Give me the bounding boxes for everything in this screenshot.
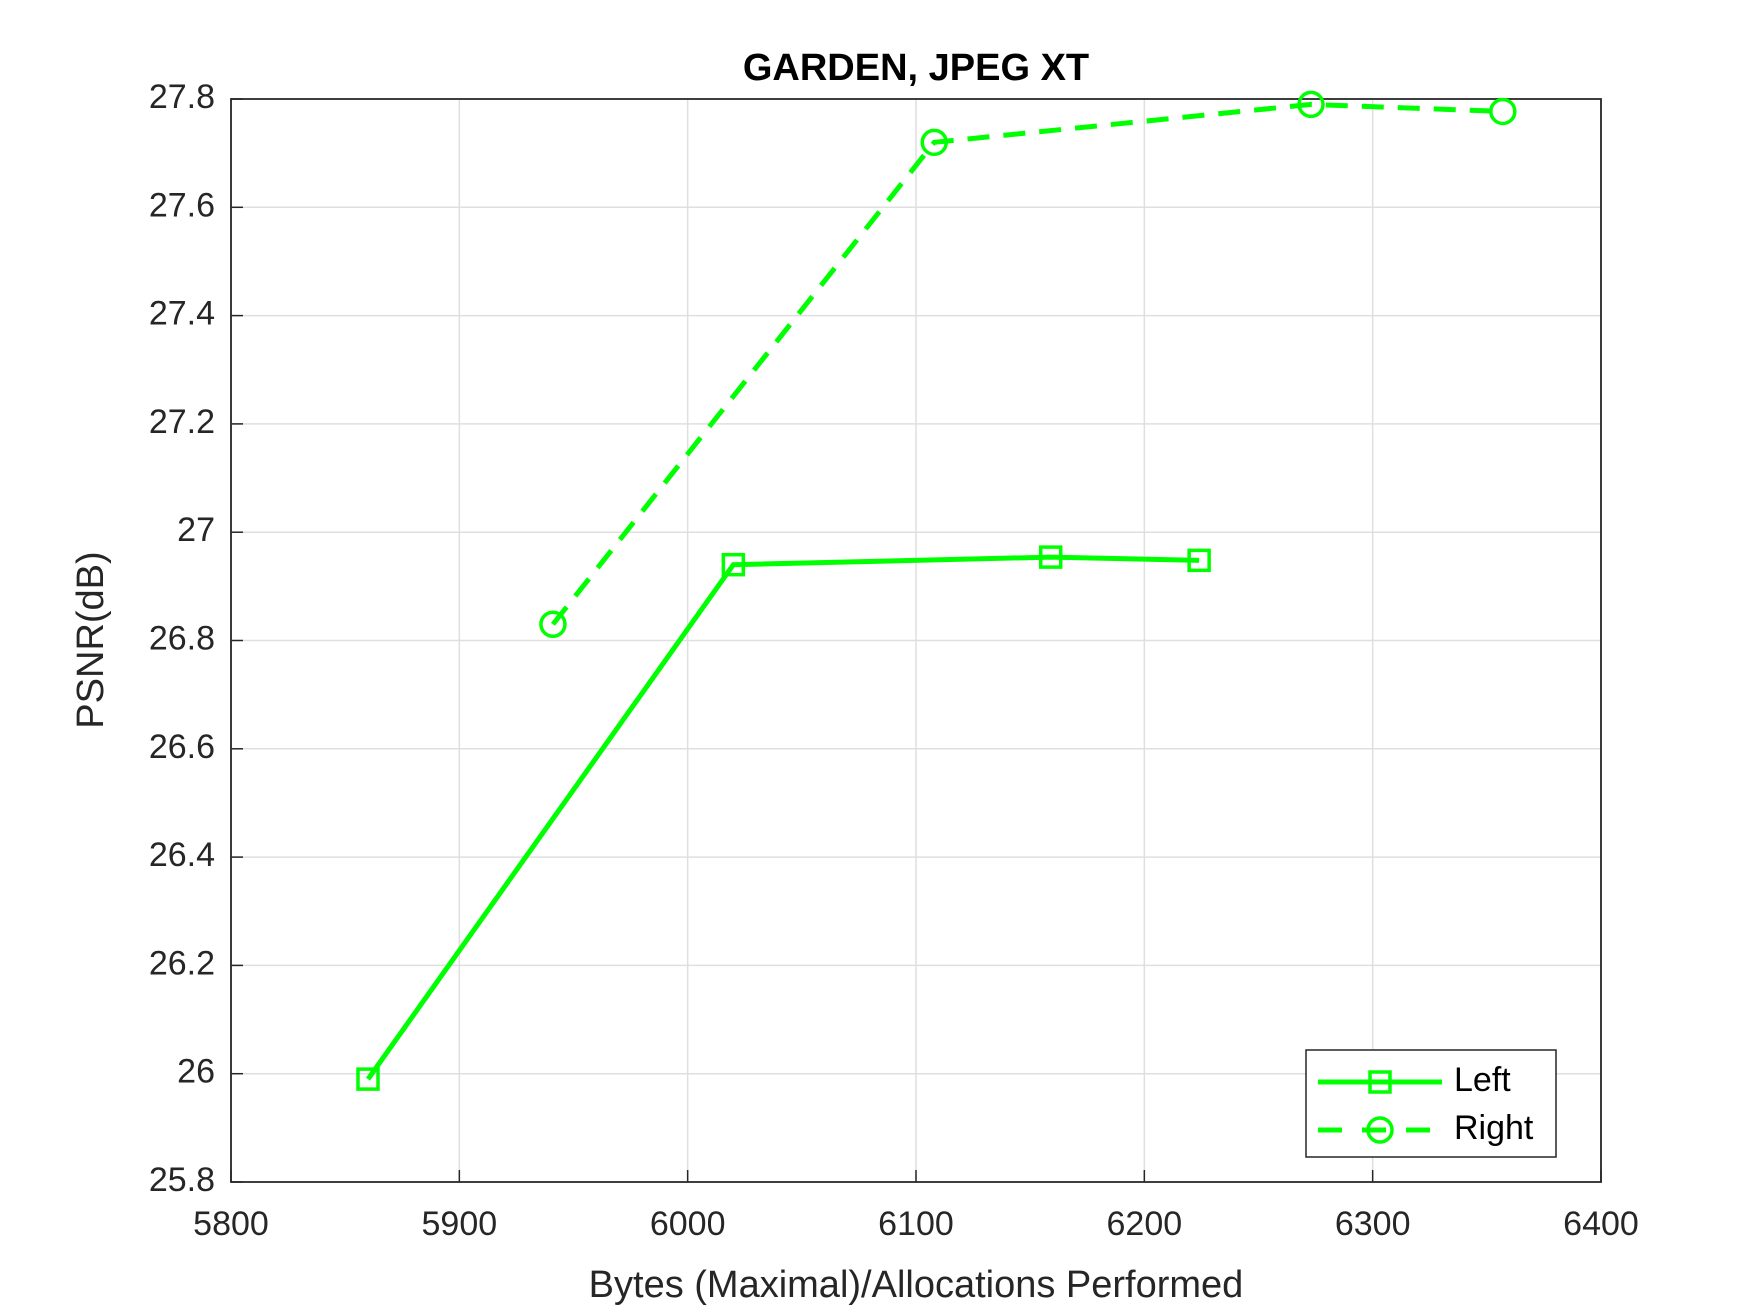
data-point: [539, 610, 567, 639]
x-tick-label: 6000: [650, 1205, 726, 1243]
data-point: [920, 128, 949, 157]
legend-marker: [1366, 1116, 1394, 1144]
x-tick-label: 6100: [878, 1205, 954, 1243]
data-point: [1187, 548, 1211, 573]
data-point: [356, 1067, 380, 1091]
y-tick-label: 26.6: [149, 728, 215, 766]
y-tick-label: 26.4: [149, 836, 215, 874]
legend: Left Right: [1305, 1049, 1557, 1158]
y-tick-label: 27.2: [149, 403, 215, 441]
y-tick-label: 27.4: [149, 295, 215, 333]
y-tick-label: 27.6: [149, 186, 215, 224]
y-tick-label: 27.8: [149, 78, 215, 116]
series-line: [550, 101, 1503, 626]
legend-label: Right: [1454, 1109, 1534, 1147]
data-point: [721, 552, 746, 577]
legend-label: Left: [1454, 1061, 1511, 1099]
data-point: [1038, 545, 1063, 569]
chart-title: GARDEN, JPEG XT: [743, 47, 1089, 89]
axes-box: [230, 98, 1602, 1183]
y-tick-label: 25.8: [149, 1161, 215, 1199]
x-tick-label: 6400: [1563, 1205, 1639, 1243]
y-axis-label: PSNR(dB): [70, 551, 112, 728]
legend-marker: [1368, 1070, 1392, 1094]
series-line: [365, 554, 1200, 1081]
x-tick-label: 6200: [1107, 1205, 1183, 1243]
x-axis-label: Bytes (Maximal)/Allocations Performed: [589, 1264, 1244, 1306]
data-point: [1297, 90, 1325, 119]
x-tick-label: 5900: [422, 1205, 498, 1243]
y-tick-label: 26.8: [149, 619, 215, 657]
x-tick-label: 5800: [193, 1205, 269, 1243]
data-point: [1489, 97, 1517, 126]
x-tick-label: 6300: [1335, 1205, 1411, 1243]
y-tick-label: 27: [177, 511, 215, 549]
y-tick-label: 26: [177, 1053, 215, 1091]
y-tick-label: 26.2: [149, 944, 215, 982]
legend-box: [1305, 1049, 1557, 1158]
